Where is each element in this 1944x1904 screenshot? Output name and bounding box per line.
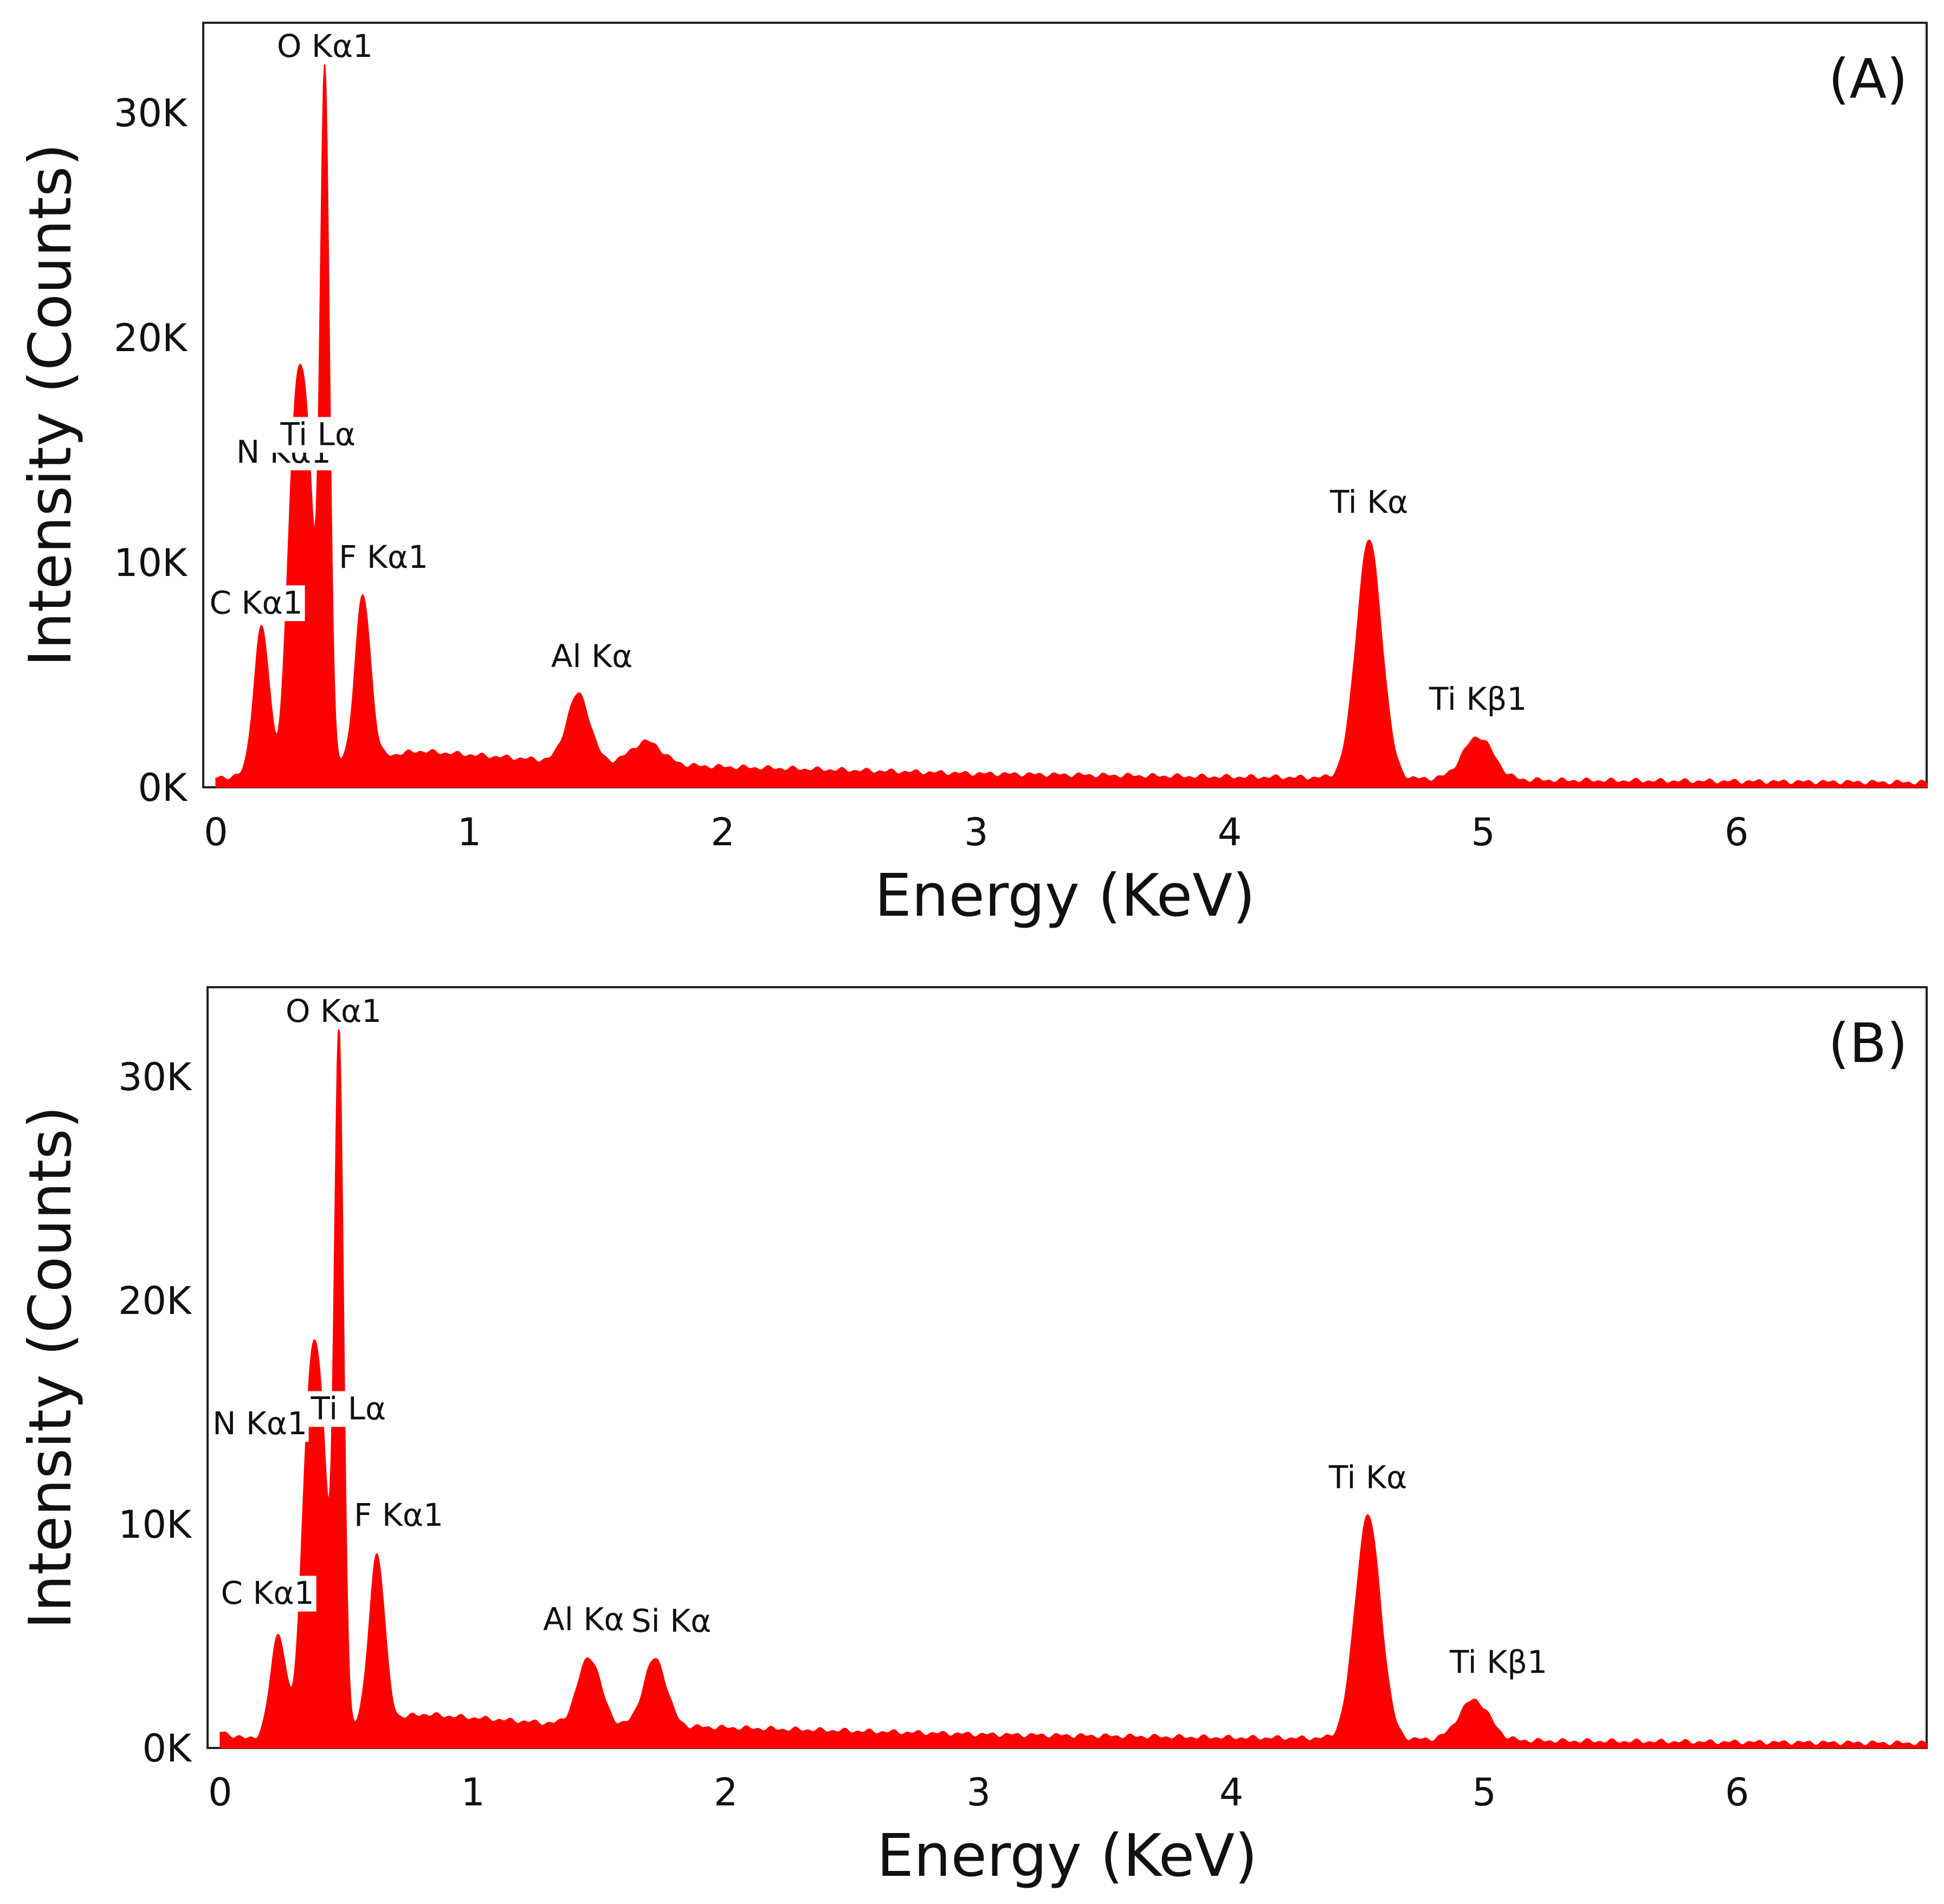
y-axis-title: Intensity (Counts) bbox=[17, 144, 85, 667]
peak-label-bg bbox=[535, 1602, 633, 1638]
peak-label: Ti Lα bbox=[280, 416, 356, 453]
peak-label: F Kα1 bbox=[354, 1497, 443, 1533]
x-tick-label: 4 bbox=[1219, 1770, 1244, 1815]
y-tick-label: 20K bbox=[118, 1279, 192, 1323]
peak-label-bg bbox=[1441, 1644, 1557, 1681]
peak-label: Ti Kα bbox=[1328, 1459, 1407, 1495]
y-tick-label: 10K bbox=[118, 1503, 192, 1547]
x-tick-label: 6 bbox=[1725, 810, 1749, 854]
x-tick-label: 2 bbox=[714, 1770, 738, 1815]
panel-label: (B) bbox=[1828, 1012, 1908, 1075]
peak-label-bg bbox=[207, 585, 305, 621]
y-tick-label: 0K bbox=[143, 1726, 193, 1771]
x-tick-label: 1 bbox=[461, 1770, 486, 1815]
peak-label-bg bbox=[269, 417, 367, 453]
y-axis-title: Intensity (Counts) bbox=[17, 1106, 85, 1629]
peak-label: C Kα1 bbox=[210, 584, 303, 621]
peak-label-bg bbox=[622, 1603, 720, 1640]
y-tick-label: 30K bbox=[114, 91, 188, 135]
peak-label-bg bbox=[543, 639, 641, 675]
x-axis-title: Energy (KeV) bbox=[877, 1822, 1257, 1890]
x-axis-title: Energy (KeV) bbox=[875, 862, 1255, 930]
panel-b: 0K 10K 20K 30K 0 1 2 3 4 5 6 Energy (KeV) Intensity … bbox=[17, 986, 1928, 1890]
peak-label: N Kα1 bbox=[212, 1405, 307, 1442]
peak-label-bg bbox=[1420, 681, 1536, 717]
peak-label: O Kα1 bbox=[286, 993, 382, 1029]
x-tick-label: 5 bbox=[1472, 1770, 1496, 1815]
peak-label-bg bbox=[211, 1406, 309, 1442]
peak-label-bg bbox=[1319, 1460, 1417, 1496]
panel-a: 0K 10K 20K 30K 0 1 2 3 4 5 6 Energy (KeV) Intensity … bbox=[17, 22, 1928, 930]
peak-label: O Kα1 bbox=[277, 28, 373, 64]
x-tick-label: 4 bbox=[1218, 810, 1242, 854]
x-tick-label: 3 bbox=[964, 810, 989, 854]
plot-frame bbox=[206, 986, 1928, 1749]
y-tick-label: 30K bbox=[118, 1055, 192, 1099]
x-tick-label: 2 bbox=[711, 810, 735, 854]
spectrum-area bbox=[215, 61, 1927, 788]
peak-label-bg bbox=[299, 1391, 397, 1427]
x-tick-label: 0 bbox=[208, 1770, 232, 1815]
x-tick-label: 1 bbox=[457, 810, 482, 854]
peak-label: Al Kα bbox=[551, 638, 633, 675]
x-tick-label: 3 bbox=[966, 1770, 991, 1815]
peak-label: C Kα1 bbox=[221, 1575, 314, 1611]
peak-label: Al Kα bbox=[543, 1601, 625, 1638]
peak-label: Ti Lα bbox=[311, 1390, 386, 1427]
peak-label: Si Kα bbox=[631, 1603, 712, 1640]
peak-label: Ti Kα bbox=[1329, 484, 1408, 521]
x-tick-label: 0 bbox=[204, 810, 228, 854]
peak-label-bg bbox=[334, 539, 432, 575]
peak-label-bg bbox=[1320, 484, 1418, 521]
y-tick-label: 10K bbox=[114, 541, 188, 585]
peak-label-bg bbox=[285, 994, 383, 1030]
peak-label: Ti Kβ1 bbox=[1429, 681, 1527, 717]
peak-label-bg bbox=[276, 28, 374, 64]
y-tick-label: 20K bbox=[114, 316, 188, 360]
peak-label: Ti Kβ1 bbox=[1449, 1643, 1547, 1680]
plot-frame bbox=[202, 22, 1928, 788]
peak-label-bg bbox=[350, 1498, 448, 1534]
peak-label: F Kα1 bbox=[339, 539, 428, 575]
panel-label: (A) bbox=[1829, 47, 1908, 111]
x-tick-label: 5 bbox=[1471, 810, 1495, 854]
spectrum-area bbox=[219, 1025, 1927, 1748]
peak-label-bg bbox=[218, 1576, 317, 1612]
y-tick-label: 0K bbox=[138, 766, 189, 810]
x-tick-label: 6 bbox=[1725, 1770, 1749, 1815]
